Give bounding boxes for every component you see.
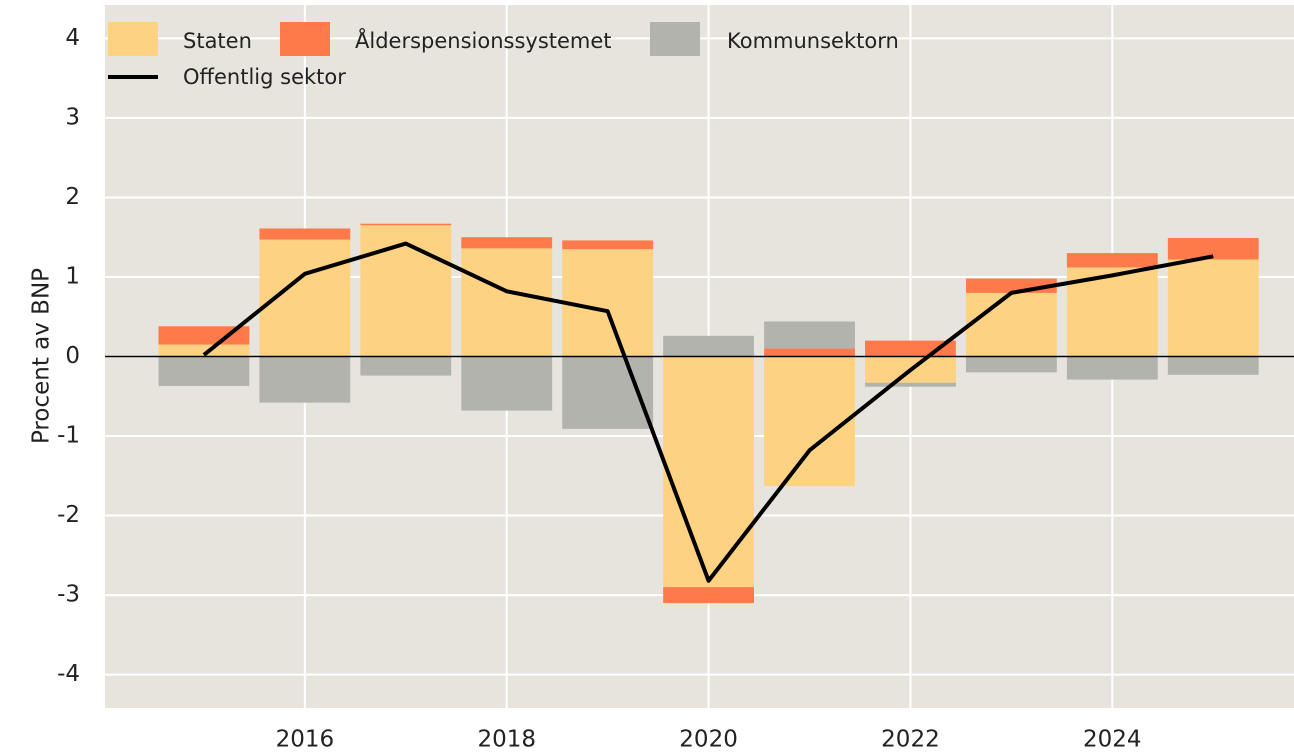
- y-axis-label: Procent av BNP: [29, 268, 55, 444]
- bar: [865, 340, 956, 357]
- bar: [764, 321, 855, 349]
- y-tick-label: 0: [65, 343, 80, 369]
- legend-swatch: [650, 22, 700, 56]
- legend-label: Offentlig sektor: [183, 65, 346, 89]
- bar: [259, 228, 351, 240]
- bar: [965, 292, 1057, 357]
- bar: [865, 382, 956, 387]
- bar: [663, 356, 755, 588]
- bar: [360, 223, 452, 226]
- bar: [1167, 259, 1259, 357]
- y-tick-label: 3: [65, 104, 80, 130]
- bar: [1167, 356, 1259, 375]
- bar: [764, 348, 855, 357]
- y-tick-label: -3: [57, 582, 80, 608]
- y-tick-label: 1: [65, 263, 80, 289]
- bar: [158, 326, 250, 345]
- bar: [562, 240, 654, 250]
- bar: [1066, 356, 1158, 380]
- y-tick-label: 4: [65, 25, 80, 51]
- bar: [562, 249, 654, 357]
- bar: [1066, 253, 1158, 268]
- legend-label: Kommunsektorn: [727, 29, 899, 53]
- bar: [360, 225, 452, 357]
- legend-label: Staten: [183, 29, 252, 53]
- x-tick-label: 2018: [477, 727, 536, 752]
- bar: [663, 587, 755, 604]
- x-tick-label: 2022: [881, 727, 940, 752]
- bar: [158, 344, 250, 357]
- bar: [461, 248, 553, 357]
- bar: [259, 356, 351, 403]
- bar: [360, 356, 452, 376]
- y-tick-label: 2: [65, 184, 80, 210]
- bar: [461, 237, 553, 249]
- line: [202, 241, 1214, 583]
- bar: [158, 356, 250, 386]
- bar: [965, 356, 1057, 373]
- bar: [1167, 238, 1259, 260]
- x-tick-label: 2016: [276, 727, 335, 752]
- x-tick-label: 2024: [1083, 727, 1142, 752]
- y-tick-label: -4: [57, 661, 80, 687]
- legend-swatch: [108, 22, 158, 56]
- bar: [461, 356, 553, 411]
- y-tick-label: -1: [57, 423, 80, 449]
- x-tick-label: 2020: [679, 727, 738, 752]
- bar: [764, 356, 855, 487]
- legend-label: Ålderspensionssystemet: [355, 27, 612, 53]
- bar: [663, 335, 755, 357]
- legend-swatch: [280, 22, 330, 56]
- y-tick-label: -2: [57, 502, 80, 528]
